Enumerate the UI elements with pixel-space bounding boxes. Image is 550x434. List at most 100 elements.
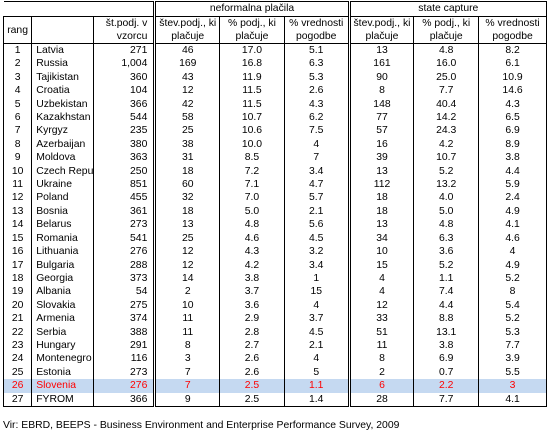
table-row: 7 Kyrgyz 235 25 10.6 7.5 57 24.3 6.9 <box>2 124 547 138</box>
informal-pct-firms-cell: 2.5 <box>219 379 285 393</box>
informal-pct-value-cell: 3.7 <box>283 312 350 326</box>
informal-firms-cell: 18 <box>153 164 220 179</box>
capture-firms-cell: 12 <box>347 298 414 313</box>
table-row: 17 Bulgaria 288 12 4.2 3.4 15 5.2 4.9 <box>2 258 547 272</box>
rank-cell: 3 <box>2 70 32 85</box>
capture-pct-firms-cell: 6.3 <box>413 231 479 246</box>
capture-firms-cell: 18 <box>347 191 414 205</box>
sample-size-cell: 276 <box>92 245 155 259</box>
informal-pct-firms-cell: 11.5 <box>219 97 285 112</box>
informal-pct-value-cell: 6.2 <box>283 111 350 125</box>
informal-firms-cell: 25 <box>153 231 220 246</box>
sample-size-cell: 288 <box>92 258 155 272</box>
country-cell: Uzbekistan <box>31 97 94 112</box>
informal-firms-cell: 8 <box>153 338 220 353</box>
country-cell: Armenia <box>31 312 94 326</box>
rank-cell: 1 <box>2 43 32 58</box>
sample-size-cell: 455 <box>92 191 155 205</box>
sc-firms-header-1: štev.podj., ki <box>347 16 414 30</box>
informal-pct-firms-cell: 10.0 <box>219 137 285 152</box>
sample-size-cell: 374 <box>92 312 155 326</box>
informal-pct-firms-cell: 4.8 <box>219 218 285 232</box>
capture-pct-firms-cell: 1.1 <box>413 271 479 286</box>
table-row: 1 Latvia 271 46 17.0 5.1 13 4.8 8.2 <box>2 43 547 58</box>
rank-cell: 21 <box>2 312 32 326</box>
informal-firms-cell: 2 <box>153 285 220 299</box>
informal-pct-value-cell: 1.4 <box>283 392 350 407</box>
capture-pct-firms-cell: 24.3 <box>413 124 479 138</box>
sample-size-cell: 851 <box>92 178 155 192</box>
sc-pct-value-header-2: pogodbe <box>478 30 547 44</box>
informal-firms-cell: 12 <box>153 258 220 272</box>
capture-pct-firms-cell: 5.2 <box>413 164 479 179</box>
informal-pct-firms-cell: 4.2 <box>219 258 285 272</box>
sc-firms-header-2: plačuje <box>347 30 414 44</box>
informal-pct-value-cell: 1.1 <box>283 379 350 393</box>
group-state-capture: state capture <box>347 1 548 17</box>
country-cell: Croatia <box>31 84 94 98</box>
rank-cell: 12 <box>2 191 32 205</box>
capture-pct-firms-cell: 7.7 <box>413 84 479 98</box>
capture-pct-value-cell: 5.3 <box>478 325 547 339</box>
country-cell: Lithuania <box>31 245 94 259</box>
capture-pct-value-cell: 4.9 <box>478 258 547 272</box>
sc-pct-firms-header-2: plačuje <box>413 30 479 44</box>
sample-size-cell: 1,004 <box>92 57 155 71</box>
informal-pct-firms-cell: 3.7 <box>219 285 285 299</box>
capture-pct-firms-cell: 4.0 <box>413 191 479 205</box>
rank-cell: 25 <box>2 365 32 380</box>
country-cell: Tajikistan <box>31 70 94 85</box>
table-row: 24 Montenegro 116 3 2.6 4 8 6.9 3.9 <box>2 352 547 366</box>
informal-pct-value-cell: 4 <box>283 352 350 366</box>
pct-firms-header-2: plačuje <box>219 30 285 44</box>
capture-pct-value-cell: 4.3 <box>478 97 547 112</box>
capture-firms-cell: 51 <box>347 325 414 339</box>
capture-pct-value-cell: 6.5 <box>478 111 547 125</box>
rank-cell: 15 <box>2 231 32 246</box>
table-row: 8 Azerbaijan 380 38 10.0 4 16 4.2 8.9 <box>2 137 547 152</box>
informal-pct-firms-cell: 11.9 <box>219 70 285 85</box>
country-cell: Georgia <box>31 271 94 286</box>
capture-firms-cell: 13 <box>347 218 414 232</box>
capture-firms-cell: 13 <box>347 43 414 58</box>
capture-pct-firms-cell: 13.2 <box>413 178 479 192</box>
informal-firms-cell: 31 <box>153 151 220 165</box>
sc-pct-value-header-1: % vrednosti <box>478 16 547 30</box>
capture-pct-value-cell: 5.2 <box>478 312 547 326</box>
sample-size-cell: 116 <box>92 352 155 366</box>
table-row: 11 Ukraine 851 60 7.1 4.7 112 13.2 5.9 <box>2 178 547 192</box>
informal-firms-cell: 25 <box>153 124 220 138</box>
capture-firms-cell: 18 <box>347 204 414 219</box>
informal-pct-value-cell: 4.7 <box>283 178 350 192</box>
capture-pct-value-cell: 4.1 <box>478 218 547 232</box>
rank-cell: 9 <box>2 151 32 165</box>
table-row: 26 Slovenia 276 7 2.5 1.1 6 2.2 3 <box>2 379 547 393</box>
informal-firms-cell: 14 <box>153 271 220 286</box>
informal-pct-firms-cell: 11.5 <box>219 84 285 98</box>
sample-size-cell: 54 <box>92 285 155 299</box>
capture-firms-cell: 39 <box>347 151 414 165</box>
rank-cell: 13 <box>2 204 32 219</box>
capture-pct-value-cell: 4 <box>478 245 547 259</box>
capture-pct-value-cell: 3 <box>478 379 547 393</box>
sample-size-cell: 380 <box>92 137 155 152</box>
informal-firms-cell: 46 <box>153 43 220 58</box>
capture-pct-firms-cell: 4.4 <box>413 298 479 313</box>
informal-firms-cell: 7 <box>153 379 220 393</box>
capture-pct-value-cell: 5.9 <box>478 178 547 192</box>
capture-pct-value-cell: 2.4 <box>478 191 547 205</box>
rank-cell: 14 <box>2 218 32 232</box>
capture-pct-value-cell: 8.9 <box>478 137 547 152</box>
country-cell: Estonia <box>31 365 94 380</box>
country-cell: Czech Repub <box>31 164 94 179</box>
informal-pct-value-cell: 5.3 <box>283 70 350 85</box>
country-cell: Kazakhstan <box>31 111 94 125</box>
sample-size-cell: 250 <box>92 164 155 179</box>
capture-firms-cell: 16 <box>347 137 414 152</box>
capture-pct-firms-cell: 5.2 <box>413 258 479 272</box>
sample-size-cell: 388 <box>92 325 155 339</box>
informal-pct-firms-cell: 8.5 <box>219 151 285 165</box>
informal-pct-value-cell: 4 <box>283 298 350 313</box>
informal-firms-cell: 18 <box>153 204 220 219</box>
country-cell: Bosnia <box>31 204 94 219</box>
